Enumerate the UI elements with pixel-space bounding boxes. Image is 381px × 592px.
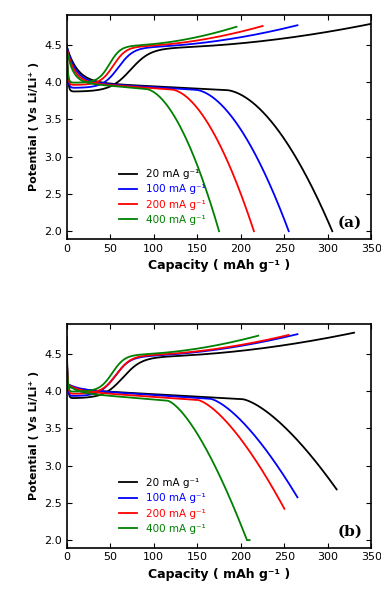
Legend: 20 mA g⁻¹, 100 mA g⁻¹, 200 mA g⁻¹, 400 mA g⁻¹: 20 mA g⁻¹, 100 mA g⁻¹, 200 mA g⁻¹, 400 m…	[115, 165, 210, 229]
Y-axis label: Potential ( Vs Li/Li⁺ ): Potential ( Vs Li/Li⁺ )	[29, 371, 38, 500]
X-axis label: Capacity ( mAh g⁻¹ ): Capacity ( mAh g⁻¹ )	[148, 259, 290, 272]
X-axis label: Capacity ( mAh g⁻¹ ): Capacity ( mAh g⁻¹ )	[148, 568, 290, 581]
Text: (a): (a)	[338, 215, 362, 230]
Text: (b): (b)	[338, 525, 363, 539]
Legend: 20 mA g⁻¹, 100 mA g⁻¹, 200 mA g⁻¹, 400 mA g⁻¹: 20 mA g⁻¹, 100 mA g⁻¹, 200 mA g⁻¹, 400 m…	[115, 474, 210, 538]
Y-axis label: Potential ( Vs Li/Li⁺ ): Potential ( Vs Li/Li⁺ )	[29, 62, 38, 191]
